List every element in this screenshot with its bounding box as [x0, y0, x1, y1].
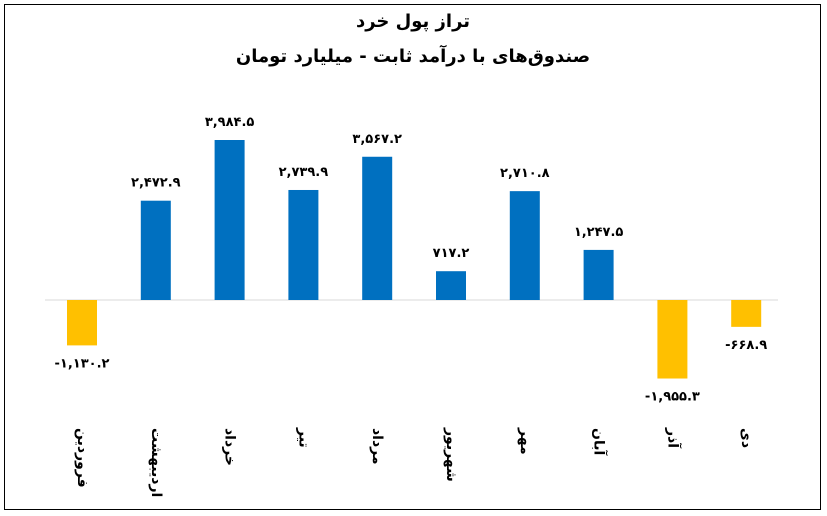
data-label-3: ۳,۹۸۴.۵ — [205, 115, 255, 130]
bar-2 — [140, 200, 171, 300]
bar-1 — [67, 300, 97, 346]
category-label-9: آذر — [664, 427, 682, 449]
category-label-7: مهر — [517, 427, 533, 455]
chart-frame — [4, 4, 821, 510]
data-label-5: ۳,۵۶۷.۲ — [352, 132, 402, 147]
bar-8 — [583, 249, 614, 300]
category-label-4: تیر — [295, 427, 311, 448]
data-labels-group: -۱,۱۳۰.۲ ۲,۴۷۲.۹ ۳,۹۸۴.۵ ۲,۷۳۹.۹ ۳,۵۶۷.۲ ۷۱۷.… — [55, 115, 768, 405]
category-label-8: آبان — [591, 428, 609, 456]
category-label-5: مرداد — [369, 428, 385, 465]
data-label-2: ۲,۴۷۲.۹ — [131, 176, 181, 191]
data-label-9: -۱,۹۵۵.۳ — [645, 390, 700, 405]
category-labels-group: فروردین اردیبهشت خرداد تیر مرداد شهریور مهر آبا… — [74, 427, 754, 497]
chart-title: تراز پول خرد — [356, 11, 470, 32]
bar-7 — [509, 191, 540, 300]
data-label-10: -۶۶۸.۹ — [725, 338, 767, 353]
data-label-1: -۱,۱۳۰.۲ — [55, 356, 110, 371]
bar-6 — [436, 271, 466, 300]
bars-group — [67, 140, 762, 379]
data-label-7: ۲,۷۱۰.۸ — [500, 166, 550, 181]
category-label-3: خرداد — [222, 428, 238, 466]
category-label-10: دی — [738, 428, 754, 448]
category-label-1: فروردین — [74, 428, 90, 488]
bar-9 — [657, 300, 688, 379]
data-label-8: ۱,۲۴۷.۵ — [574, 225, 624, 240]
category-label-6: شهریور — [443, 427, 459, 482]
bar-5 — [362, 156, 393, 300]
chart-subtitle: صندوق‌های با درآمد ثابت - میلیارد تومان — [236, 44, 590, 67]
bar-4 — [288, 189, 319, 300]
bar-3 — [214, 140, 245, 300]
data-label-6: ۷۱۷.۲ — [433, 246, 470, 261]
category-label-2: اردیبهشت — [148, 428, 164, 497]
data-label-4: ۲,۷۳۹.۹ — [279, 165, 329, 180]
bar-10 — [731, 300, 762, 327]
